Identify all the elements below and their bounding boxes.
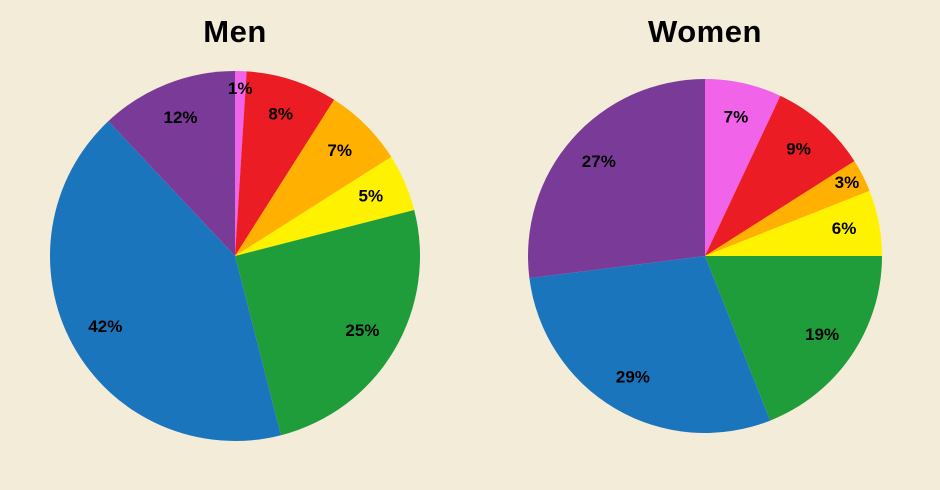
pie-slice	[705, 95, 855, 256]
pie-slice	[705, 161, 870, 256]
pie-men-svg: 1% 8% 7% 5% 25% 42% 12%	[49, 71, 421, 442]
slice-label: 6%	[832, 219, 857, 238]
pie-slice	[529, 256, 771, 433]
pie-slice	[705, 190, 882, 256]
pie-women-svg: 7% 9% 3% 6% 19% 29% 27%	[528, 79, 882, 433]
slice-label: 19%	[805, 325, 839, 344]
slice-label: 7%	[724, 107, 749, 126]
chart-title-men: Men	[203, 14, 267, 49]
slice-label: 9%	[786, 139, 811, 158]
slice-label: 29%	[616, 367, 650, 386]
slice-label: 7%	[327, 141, 352, 160]
pie-slice	[108, 71, 235, 256]
pie-slice	[235, 99, 392, 256]
pie-slice	[235, 156, 415, 256]
pie-slice	[235, 71, 335, 257]
pie-slice	[705, 79, 781, 256]
slice-label: 27%	[582, 152, 616, 171]
pie-slice	[235, 209, 421, 436]
slice-label: 3%	[835, 173, 860, 192]
slice-label: 12%	[163, 108, 197, 127]
pie-chart-women: Women 7% 9% 3% 6% 19% 29% 27%	[470, 0, 940, 490]
pie-slice	[528, 79, 705, 279]
slice-label: 5%	[359, 187, 384, 206]
chart-title-women: Women	[648, 14, 762, 49]
pie-slice	[235, 71, 247, 256]
slice-label: 8%	[268, 105, 293, 124]
pie-chart-men: Men 1% 8% 7% 5% 25% 42% 12%	[49, 14, 421, 442]
slice-label: 42%	[88, 317, 122, 336]
pie-slice	[705, 256, 882, 421]
slice-label: 25%	[345, 321, 379, 340]
slice-label: 1%	[228, 79, 253, 98]
pie-slice	[49, 121, 282, 442]
